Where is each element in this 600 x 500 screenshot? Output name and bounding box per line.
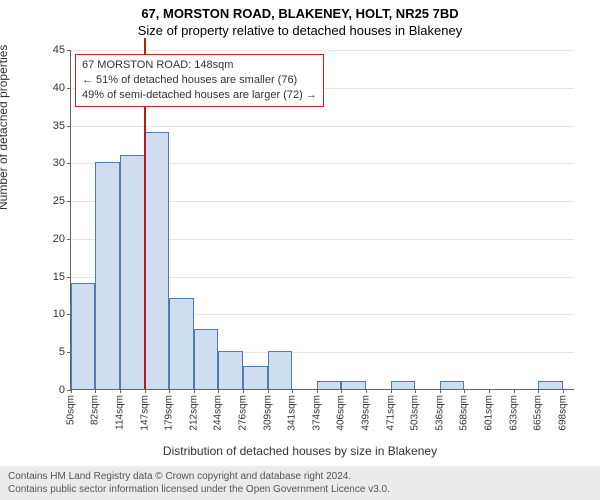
y-tick-label: 10 [53,308,65,320]
x-tick-label: 503sqm [409,395,420,431]
x-tick-mark [268,389,269,393]
x-tick-label: 82sqm [90,395,101,425]
y-tick-mark [67,126,71,127]
x-tick-mark [243,389,244,393]
plot-area: 05101520253035404550sqm82sqm114sqm147sqm… [70,50,574,390]
histogram-bar [538,381,563,389]
title-block: 67, MORSTON ROAD, BLAKENEY, HOLT, NR25 7… [0,0,600,38]
y-axis-label: Number of detached properties [0,45,10,210]
footer-line-2: Contains public sector information licen… [8,483,592,496]
histogram-bar [317,381,341,389]
x-tick-mark [169,389,170,393]
x-tick-mark [71,389,72,393]
x-tick-mark [317,389,318,393]
y-tick-mark [67,50,71,51]
x-tick-mark [391,389,392,393]
x-tick-mark [145,389,146,393]
x-tick-label: 309sqm [262,395,273,431]
subtitle: Size of property relative to detached ho… [0,23,600,38]
x-tick-mark [292,389,293,393]
x-tick-label: 114sqm [114,395,125,430]
annotation-box: 67 MORSTON ROAD: 148sqm ← 51% of detache… [75,54,324,107]
x-tick-label: 568sqm [459,395,470,431]
x-tick-mark [538,389,539,393]
y-tick-label: 5 [59,346,65,358]
annotation-line-2: ← 51% of detached houses are smaller (76… [82,73,317,88]
x-tick-mark [341,389,342,393]
histogram-bar [169,298,194,389]
x-tick-mark [514,389,515,393]
histogram-bar [440,381,464,389]
x-tick-label: 374sqm [311,395,322,431]
x-tick-label: 179sqm [163,395,174,431]
y-tick-label: 15 [53,271,65,283]
y-tick-mark [67,88,71,89]
y-tick-label: 0 [59,384,65,396]
x-tick-label: 665sqm [532,395,543,431]
histogram-bar [95,162,119,389]
x-tick-label: 276sqm [237,395,248,431]
histogram-bar [194,329,218,389]
x-tick-label: 439sqm [361,395,372,431]
x-tick-label: 601sqm [484,395,495,431]
histogram-bar [341,381,366,389]
x-tick-label: 212sqm [188,395,199,431]
annotation-line-3: 49% of semi-detached houses are larger (… [82,88,317,103]
x-tick-label: 633sqm [508,395,519,431]
attribution-footer: Contains HM Land Registry data © Crown c… [0,466,600,500]
x-tick-label: 471sqm [385,395,396,431]
x-tick-label: 536sqm [434,395,445,431]
x-tick-mark [489,389,490,393]
histogram-bar [218,351,242,389]
y-tick-label: 40 [53,82,65,94]
y-tick-mark [67,277,71,278]
y-tick-mark [67,163,71,164]
x-tick-label: 406sqm [336,395,347,431]
x-tick-label: 244sqm [213,395,224,431]
histogram-bar [145,132,169,389]
histogram-bar [268,351,292,389]
x-tick-mark [194,389,195,393]
x-tick-label: 341sqm [286,395,297,431]
y-tick-label: 45 [53,44,65,56]
x-tick-label: 147sqm [139,395,150,431]
x-tick-mark [218,389,219,393]
y-tick-mark [67,201,71,202]
y-tick-label: 25 [53,195,65,207]
x-tick-mark [464,389,465,393]
y-tick-label: 35 [53,120,65,132]
y-tick-label: 30 [53,157,65,169]
gridline [71,50,574,51]
histogram-bar [391,381,415,389]
gridline [71,126,574,127]
footer-line-1: Contains HM Land Registry data © Crown c… [8,470,592,483]
x-tick-mark [95,389,96,393]
histogram-bar [120,155,145,389]
x-tick-label: 50sqm [66,395,77,425]
x-tick-mark [120,389,121,393]
y-tick-label: 20 [53,233,65,245]
x-axis-label: Distribution of detached houses by size … [0,444,600,458]
x-tick-mark [440,389,441,393]
annotation-line-1: 67 MORSTON ROAD: 148sqm [82,58,317,73]
histogram-bar [71,283,95,389]
y-tick-mark [67,239,71,240]
x-tick-mark [415,389,416,393]
x-tick-mark [563,389,564,393]
x-tick-label: 698sqm [557,395,568,431]
x-tick-mark [366,389,367,393]
histogram-bar [243,366,268,389]
address-title: 67, MORSTON ROAD, BLAKENEY, HOLT, NR25 7… [0,6,600,21]
histogram-chart: 05101520253035404550sqm82sqm114sqm147sqm… [44,50,574,420]
